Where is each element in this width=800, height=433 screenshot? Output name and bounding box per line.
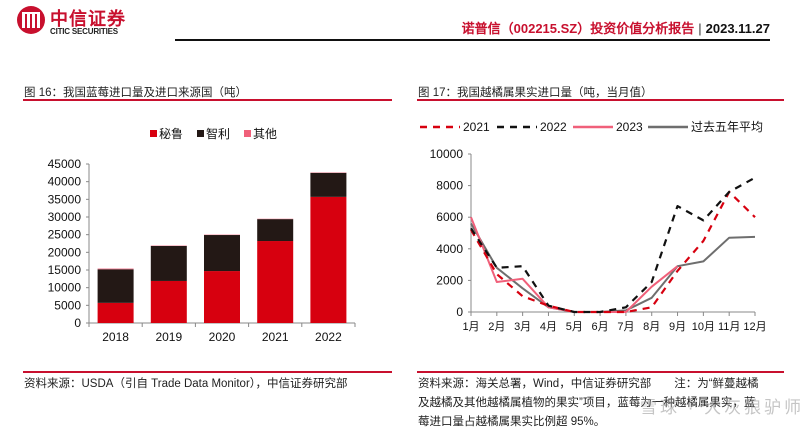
bar-2020-智利 <box>204 235 240 272</box>
y-tick-label: 30000 <box>48 210 82 224</box>
y-tick-label: 35000 <box>48 192 82 206</box>
x-tick-label: 2021 <box>262 330 289 344</box>
citic-logo-mark-icon <box>17 6 45 34</box>
figure-17-source: 资料来源：海关总署，Wind，中信证券研究部 注：为“鲜蔓越橘 及越橘及其他越橘… <box>418 375 793 432</box>
bar-2020-秘鲁 <box>204 271 240 323</box>
figure-16-source-rule <box>23 371 392 373</box>
y-tick-label: 2000 <box>436 273 463 287</box>
figure-17-source-rule <box>417 371 784 373</box>
x-tick-label: 9月 <box>669 321 686 333</box>
series-line-2021 <box>470 190 756 314</box>
y-tick-label: 15000 <box>48 263 82 277</box>
y-tick-label: 8000 <box>436 179 463 193</box>
x-tick-label: 3月 <box>514 321 531 333</box>
report-title: 诺普信（002215.SZ）投资价值分析报告 <box>461 21 695 36</box>
legend-label-3: 过去五年平均 <box>691 120 763 134</box>
y-tick-label: 0 <box>456 305 463 319</box>
figure-17-source-line: 莓进口量占越橘属果实比例超 95%。 <box>418 416 606 428</box>
y-tick-label: 4000 <box>436 242 463 256</box>
x-tick-label: 2月 <box>488 321 505 333</box>
report-date: 2023.11.27 <box>705 21 770 36</box>
x-tick-label: 8月 <box>643 321 660 333</box>
y-tick-label: 25000 <box>48 228 82 242</box>
y-tick-label: 6000 <box>436 210 463 224</box>
figure-17-title-rule <box>417 99 784 101</box>
watermark: 雪球 · 大灰狼驴师 <box>640 398 800 417</box>
figure-16-source: 资料来源：USDA（引自 Trade Data Monitor），中信证券研究部 <box>24 378 348 390</box>
legend-label-0: 秘鲁 <box>159 127 183 141</box>
brand-name-cn: 中信证券 <box>50 9 126 30</box>
bar-2018-秘鲁 <box>97 302 134 323</box>
legend-label-2: 其他 <box>253 127 277 141</box>
x-tick-label: 2019 <box>155 330 182 344</box>
y-tick-label: 10000 <box>48 281 82 295</box>
figure-16-title-rule <box>23 99 392 101</box>
bar-chart: 秘鲁 智利 其他 0 5000 10000 15000 20000 25000 30000 3500… <box>48 126 356 344</box>
line-chart: 2021 2022 2023 过去五年平均 0 2000 4000 6000 8000 10000… <box>420 120 767 333</box>
legend-label-1: 智利 <box>206 126 230 141</box>
header-separator: | <box>698 21 702 36</box>
x-tick-label: 2018 <box>102 330 129 344</box>
y-tick-label: 20000 <box>48 245 82 259</box>
legend-label-0: 2021 <box>463 120 490 134</box>
series-line-过去五年平均 <box>470 222 756 313</box>
bar-2022-智利 <box>310 172 347 197</box>
series-line-2023 <box>470 216 679 313</box>
figure-17-source-line: 及越橘及其他越橘属植物的果实”项目，蓝莓为一种越橘属果实，蓝 <box>418 397 756 409</box>
x-tick-label: 6月 <box>592 321 609 333</box>
x-tick-label: 2022 <box>315 330 342 344</box>
x-tick-label: 2020 <box>209 330 236 344</box>
x-tick-label: 12月 <box>743 321 766 333</box>
series-line-2022 <box>470 176 756 314</box>
legend-swatch-2 <box>244 130 251 137</box>
bar-2022-秘鲁 <box>310 196 347 323</box>
bar-2021-智利 <box>257 219 294 242</box>
y-tick-label: 10000 <box>430 147 464 161</box>
y-tick-label: 40000 <box>48 175 82 189</box>
legend-label-1: 2022 <box>540 120 567 134</box>
legend-swatch-1 <box>197 130 204 137</box>
y-tick-label: 0 <box>74 316 81 330</box>
y-tick-label: 45000 <box>48 157 82 171</box>
figure-16-title: 图 16：我国蓝莓进口量及进口来源国（吨） <box>24 87 247 99</box>
legend-label-2: 2023 <box>616 120 643 134</box>
line-chart-legend: 2021 2022 2023 过去五年平均 <box>420 120 763 134</box>
bar-2018-其他 <box>97 268 134 270</box>
citic-logo: 中信证券 CITIC SECURITIES <box>17 6 137 36</box>
report-header: 诺普信（002215.SZ）投资价值分析报告 | 2023.11.27 <box>462 18 770 37</box>
bar-chart-legend: 秘鲁 智利 其他 <box>150 126 277 141</box>
brand-name-en: CITIC SECURITIES <box>50 27 118 36</box>
x-tick-label: 5月 <box>566 321 583 333</box>
x-tick-label: 4月 <box>540 321 557 333</box>
bar-2019-秘鲁 <box>150 280 187 323</box>
bar-2021-秘鲁 <box>257 241 294 323</box>
x-tick-label: 10月 <box>692 321 715 333</box>
y-tick-label: 5000 <box>54 298 81 312</box>
figure-17-source-line: 资料来源：海关总署，Wind，中信证券研究部 注：为“鲜蔓越橘 <box>418 378 759 390</box>
header-divider <box>175 39 770 41</box>
figure-17-title: 图 17：我国越橘属果实进口量（吨，当月值） <box>418 87 653 99</box>
bar-2018-智利 <box>97 269 134 303</box>
legend-swatch-0 <box>150 130 157 137</box>
bar-2019-智利 <box>150 245 187 281</box>
x-tick-label: 1月 <box>462 321 479 333</box>
x-tick-label: 7月 <box>617 321 634 333</box>
x-tick-label: 11月 <box>718 321 740 333</box>
